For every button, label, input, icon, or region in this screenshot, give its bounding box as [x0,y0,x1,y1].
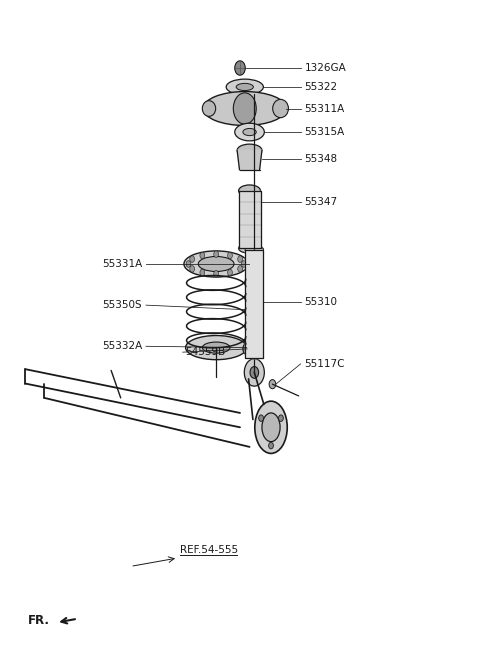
Circle shape [233,93,256,124]
Circle shape [214,270,218,277]
Circle shape [186,260,191,267]
Circle shape [238,266,242,272]
Ellipse shape [237,144,262,157]
Ellipse shape [202,342,230,353]
Ellipse shape [235,123,264,141]
Ellipse shape [239,185,261,197]
Circle shape [214,251,218,257]
Circle shape [259,415,264,421]
Text: 55117C: 55117C [304,359,345,369]
Text: 55310: 55310 [304,297,337,307]
Ellipse shape [245,245,264,254]
Circle shape [278,415,283,421]
Text: 55347: 55347 [304,197,337,207]
Text: 55315A: 55315A [304,127,345,137]
Circle shape [269,380,276,389]
Text: 54559B: 54559B [185,347,226,357]
Circle shape [228,269,232,276]
Text: REF.54-555: REF.54-555 [180,545,239,555]
Text: 55332A: 55332A [102,341,142,352]
Ellipse shape [262,413,280,441]
Text: 55311A: 55311A [304,104,345,113]
Ellipse shape [203,92,287,125]
Text: 55322: 55322 [304,82,337,92]
Circle shape [241,260,246,267]
Circle shape [245,346,249,352]
Circle shape [238,256,242,262]
Circle shape [200,253,204,258]
Ellipse shape [198,256,234,272]
Text: FR.: FR. [28,614,49,627]
Circle shape [228,253,232,258]
Ellipse shape [273,99,288,117]
Ellipse shape [226,79,264,95]
Circle shape [243,343,252,355]
Ellipse shape [186,335,247,359]
Ellipse shape [239,243,261,253]
Text: 1326GA: 1326GA [304,63,346,73]
Text: 55331A: 55331A [102,259,142,269]
Ellipse shape [184,251,248,277]
Circle shape [190,266,194,272]
Polygon shape [245,250,264,358]
Circle shape [244,359,264,386]
Text: 55348: 55348 [304,154,337,165]
Text: 55350S: 55350S [103,300,142,310]
Circle shape [200,269,204,276]
Ellipse shape [236,83,253,91]
Circle shape [190,256,194,262]
Circle shape [269,442,274,449]
Ellipse shape [202,100,216,116]
Circle shape [250,367,259,379]
Polygon shape [239,191,261,249]
Polygon shape [237,150,262,170]
Ellipse shape [243,129,256,136]
Ellipse shape [255,401,287,453]
Circle shape [235,61,245,75]
